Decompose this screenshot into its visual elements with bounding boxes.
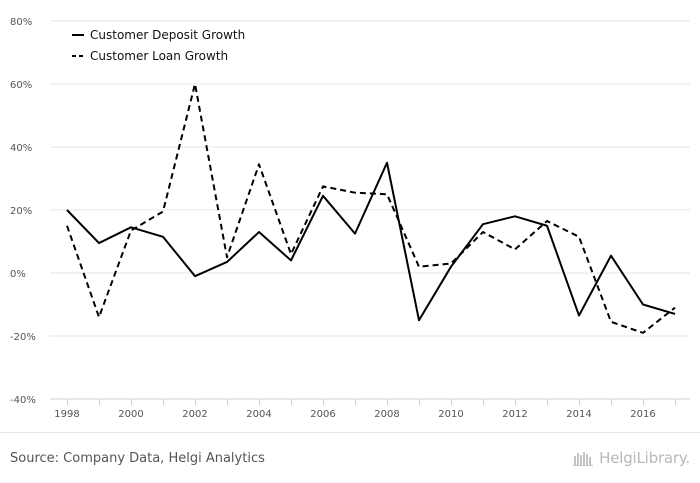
y-tick-label: 60% bbox=[10, 80, 32, 91]
x-tick-label: 2014 bbox=[566, 409, 591, 420]
y-tick-label: 20% bbox=[10, 206, 32, 217]
footer-divider bbox=[0, 432, 700, 433]
x-tick-label: 2008 bbox=[374, 409, 399, 420]
series-layer bbox=[66, 83, 676, 334]
grid-layer bbox=[50, 20, 690, 400]
series-line-deposit-growth bbox=[66, 161, 676, 322]
y-tick-label: -20% bbox=[10, 332, 36, 343]
legend: Customer Deposit Growth Customer Loan Gro… bbox=[72, 28, 245, 63]
y-tick-label: -40% bbox=[10, 395, 36, 406]
x-tick-label: 2000 bbox=[118, 409, 143, 420]
x-tick-label: 2012 bbox=[502, 409, 527, 420]
series-line-loan-growth bbox=[66, 83, 676, 334]
x-tick-label: 1998 bbox=[54, 409, 79, 420]
x-tick-label: 2004 bbox=[246, 409, 271, 420]
x-tick-label: 2016 bbox=[630, 409, 655, 420]
brand-logo: HelgiLibrary. bbox=[573, 449, 690, 467]
y-tick-label: 0% bbox=[10, 269, 26, 280]
brand-text: HelgiLibrary. bbox=[599, 449, 690, 467]
library-icon bbox=[573, 452, 594, 466]
line-chart: 80% 60% 40% 20% 0% -20% -40% 1998 2000 2002 2004 20… bbox=[10, 17, 690, 420]
x-tick-label: 2002 bbox=[182, 409, 207, 420]
x-tick-label: 2006 bbox=[310, 409, 335, 420]
axis-layer: 80% 60% 40% 20% 0% -20% -40% 1998 2000 2002 2004 20… bbox=[10, 17, 690, 420]
source-note: Source: Company Data, Helgi Analytics bbox=[10, 451, 265, 466]
legend-label: Customer Loan Growth bbox=[90, 49, 228, 63]
y-tick-label: 80% bbox=[10, 17, 32, 28]
x-tick-label: 2010 bbox=[438, 409, 463, 420]
legend-label: Customer Deposit Growth bbox=[90, 28, 245, 42]
y-tick-label: 40% bbox=[10, 143, 32, 154]
